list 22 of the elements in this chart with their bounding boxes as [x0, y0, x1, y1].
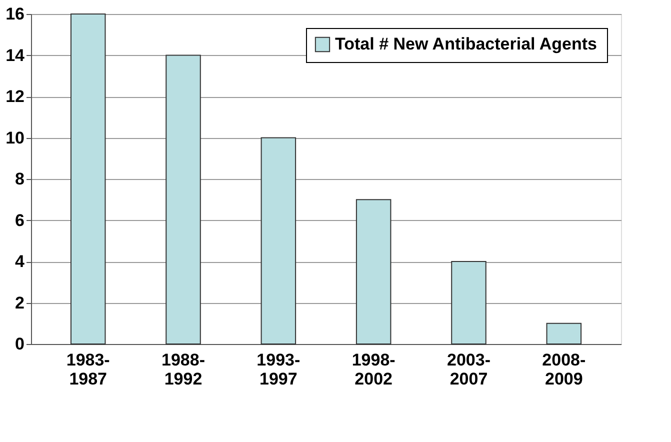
bar	[260, 137, 296, 344]
legend-label: Total # New Antibacterial Agents	[335, 34, 597, 54]
x-tick-label: 1998- 2002	[352, 350, 396, 388]
y-tick-label: 14	[6, 46, 26, 65]
x-tick-label: 2008- 2009	[542, 350, 586, 388]
bar	[546, 322, 582, 344]
y-tick-label: 2	[15, 293, 24, 312]
bar	[166, 54, 201, 344]
bar	[451, 261, 486, 344]
y-tick-label: 6	[15, 210, 24, 230]
y-tick-label: 10	[6, 128, 24, 148]
x-tick-label: 2003- 2007	[447, 350, 490, 388]
y-tick-label: 8	[15, 170, 24, 188]
y-tick-label: 4	[15, 252, 26, 271]
y-tick-label: 16	[6, 4, 24, 24]
y-tick-label: 0	[15, 334, 24, 354]
bar	[70, 14, 106, 344]
y-tick-label: 12	[6, 87, 24, 106]
x-tick-label: 1993- 1997	[256, 350, 300, 388]
bar	[356, 199, 392, 344]
x-tick-label: 1988- 1992	[162, 350, 205, 388]
x-tick-label: 1983- 1987	[66, 350, 110, 388]
